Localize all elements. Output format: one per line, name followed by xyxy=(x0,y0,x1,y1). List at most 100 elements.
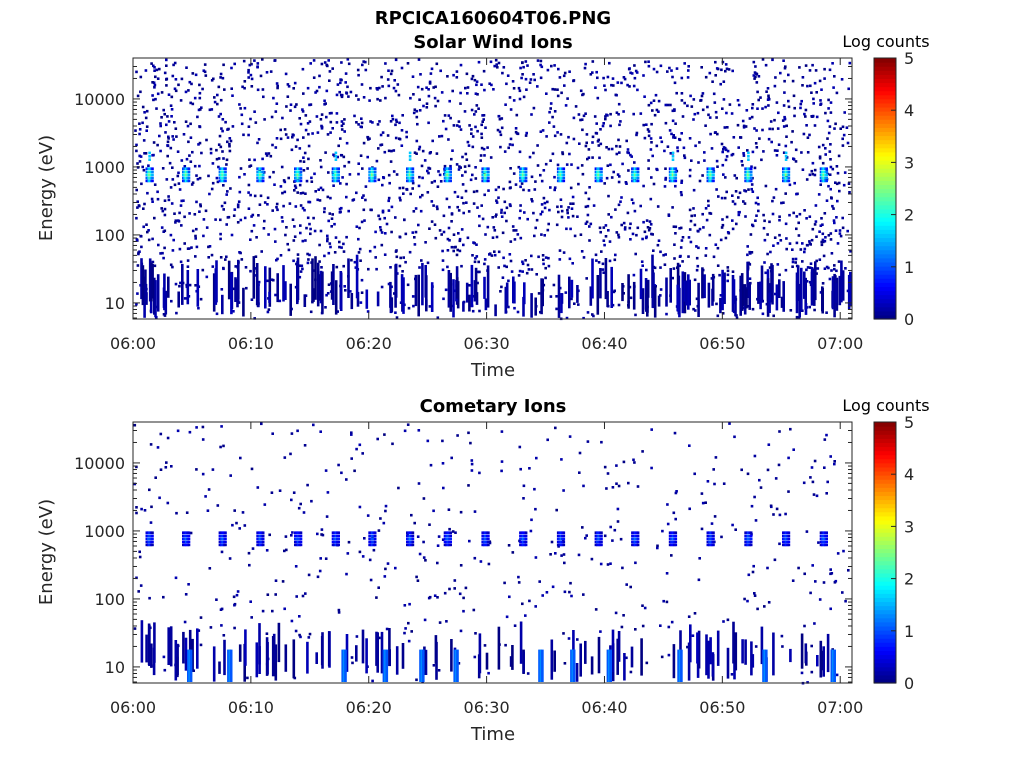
heatmap-cell xyxy=(189,101,192,105)
heatmap-cell xyxy=(663,263,667,266)
heatmap-cell xyxy=(709,167,712,170)
heatmap-cell xyxy=(151,173,154,177)
heatmap-cell xyxy=(630,198,634,201)
heatmap-cell xyxy=(274,293,277,297)
heatmap-cell xyxy=(364,68,368,72)
heatmap-cell xyxy=(273,227,277,231)
heatmap-cell xyxy=(710,540,714,544)
heatmap-cell xyxy=(446,170,450,174)
heatmap-cell xyxy=(605,113,608,117)
heatmap-cell xyxy=(228,142,231,146)
colorbar-swatch xyxy=(874,540,896,545)
heatmap-cell xyxy=(251,213,255,217)
heatmap-cell xyxy=(784,268,788,272)
heatmap-cell xyxy=(398,264,402,268)
heatmap-cell xyxy=(190,183,194,186)
heatmap-cell xyxy=(299,192,303,195)
heatmap-cell xyxy=(457,662,461,665)
heatmap-cell xyxy=(453,647,457,651)
heatmap-cell xyxy=(381,209,385,213)
heatmap-cell xyxy=(583,66,587,70)
heatmap-cell xyxy=(219,256,223,259)
heatmap-cell xyxy=(671,534,675,538)
heatmap-cell xyxy=(588,225,591,228)
heatmap-cell xyxy=(644,60,647,64)
heatmap-cell xyxy=(735,316,739,320)
heatmap-cell xyxy=(520,543,524,547)
heatmap-cell xyxy=(279,137,283,141)
colorbar-swatch xyxy=(874,176,896,181)
heatmap-cell xyxy=(627,151,630,155)
heatmap-cell xyxy=(166,501,170,505)
heatmap-cell xyxy=(343,285,346,288)
heatmap-cell xyxy=(439,180,443,183)
heatmap-cell xyxy=(284,644,288,672)
heatmap-cell xyxy=(437,669,441,672)
heatmap-cell xyxy=(216,504,220,507)
heatmap-cell xyxy=(737,196,740,199)
heatmap-cell xyxy=(474,110,478,113)
heatmap-cell xyxy=(727,68,731,71)
heatmap-cell xyxy=(442,214,446,218)
heatmap-cell xyxy=(314,190,317,193)
heatmap-cell xyxy=(330,111,333,115)
heatmap-cell xyxy=(745,534,749,538)
heatmap-cell xyxy=(646,226,650,229)
heatmap-cell xyxy=(608,649,611,682)
heatmap-cell xyxy=(597,144,601,147)
heatmap-cell xyxy=(610,147,614,151)
heatmap-cell xyxy=(558,543,561,547)
heatmap-cell xyxy=(522,188,525,192)
heatmap-cell xyxy=(772,314,775,318)
heatmap-cell xyxy=(574,105,578,108)
heatmap-cell xyxy=(135,576,138,580)
heatmap-cell xyxy=(424,559,427,562)
heatmap-cell xyxy=(326,292,330,295)
heatmap-cell xyxy=(287,85,291,88)
heatmap-cell xyxy=(748,250,751,254)
heatmap-cell xyxy=(145,537,149,541)
heatmap-cell xyxy=(636,170,640,174)
heatmap-cell xyxy=(389,281,392,308)
heatmap-cell xyxy=(294,179,297,183)
heatmap-cell xyxy=(198,210,201,213)
heatmap-cell xyxy=(487,540,490,544)
heatmap-cell xyxy=(847,87,850,91)
heatmap-cell xyxy=(233,208,237,211)
heatmap-cell xyxy=(844,599,847,603)
heatmap-cell xyxy=(678,264,681,268)
heatmap-cell xyxy=(822,173,826,177)
heatmap-cell xyxy=(538,580,541,583)
heatmap-cell xyxy=(303,444,307,447)
heatmap-cell xyxy=(334,537,338,541)
heatmap-cell xyxy=(410,543,413,547)
heatmap-cell xyxy=(647,167,650,170)
heatmap-cell xyxy=(332,184,335,187)
heatmap-cell xyxy=(361,196,364,199)
heatmap-cell xyxy=(556,131,559,134)
heatmap-cell xyxy=(356,291,360,307)
heatmap-cell xyxy=(355,121,358,124)
heatmap-cell xyxy=(541,649,544,682)
heatmap-cell xyxy=(259,170,262,174)
heatmap-cell xyxy=(247,125,251,128)
heatmap-cell xyxy=(648,220,652,223)
heatmap-cell xyxy=(316,131,320,134)
heatmap-cell xyxy=(369,534,373,538)
heatmap-cell xyxy=(299,179,303,183)
heatmap-cell xyxy=(554,426,557,430)
heatmap-cell xyxy=(829,187,832,191)
heatmap-cell xyxy=(334,173,338,177)
heatmap-cell xyxy=(679,191,683,194)
heatmap-cell xyxy=(524,543,528,547)
heatmap-cell xyxy=(413,236,416,239)
heatmap-cell xyxy=(635,233,638,237)
heatmap-cell xyxy=(340,471,343,475)
colorbar-tick-label: 5 xyxy=(904,413,914,432)
heatmap-cell xyxy=(598,156,601,160)
x-tick-label: 06:00 xyxy=(110,698,156,717)
heatmap-cell xyxy=(556,176,560,180)
colorbar-swatch xyxy=(874,86,896,92)
heatmap-cell xyxy=(599,268,602,299)
heatmap-cell xyxy=(689,219,693,223)
